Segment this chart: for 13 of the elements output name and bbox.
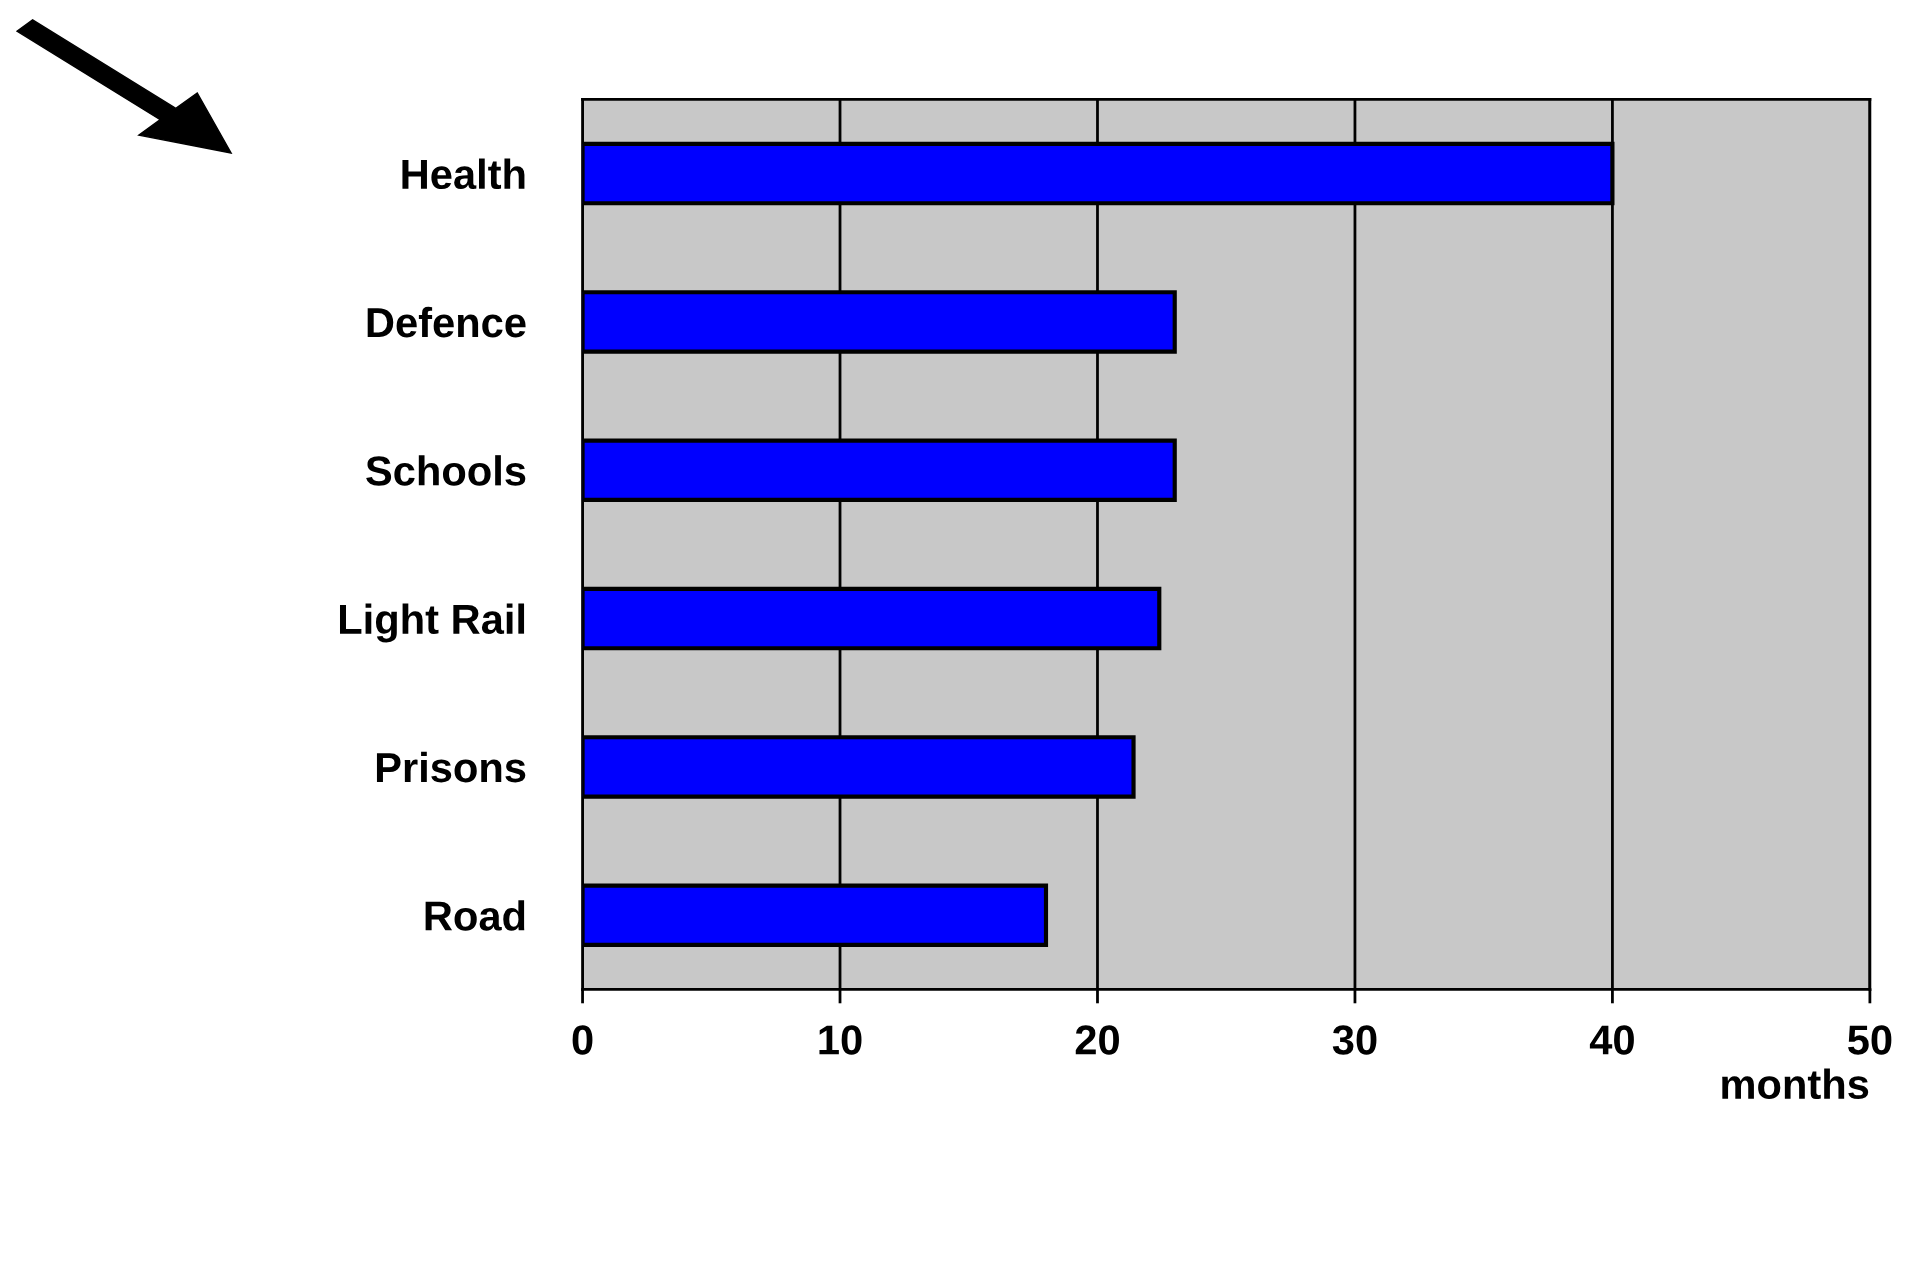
y-tick-label: Light Rail: [340, 603, 525, 643]
x-axis-title: months: [1722, 1068, 1869, 1100]
y-tick-label: Prisons: [376, 751, 526, 783]
y-tick-label: Road: [425, 900, 525, 931]
x-tick-label: 40: [1589, 1025, 1634, 1055]
x-tick-label: 50: [1848, 1025, 1892, 1055]
x-tick-label: 0: [572, 1025, 593, 1055]
x-tick-label: 10: [819, 1025, 862, 1055]
x-tick-label: 30: [1332, 1025, 1377, 1055]
y-tick-label: Health: [402, 158, 525, 190]
y-tick-label: Defence: [367, 306, 526, 338]
x-tick-label: 20: [1075, 1025, 1119, 1055]
y-tick-label: Schools: [366, 455, 526, 486]
